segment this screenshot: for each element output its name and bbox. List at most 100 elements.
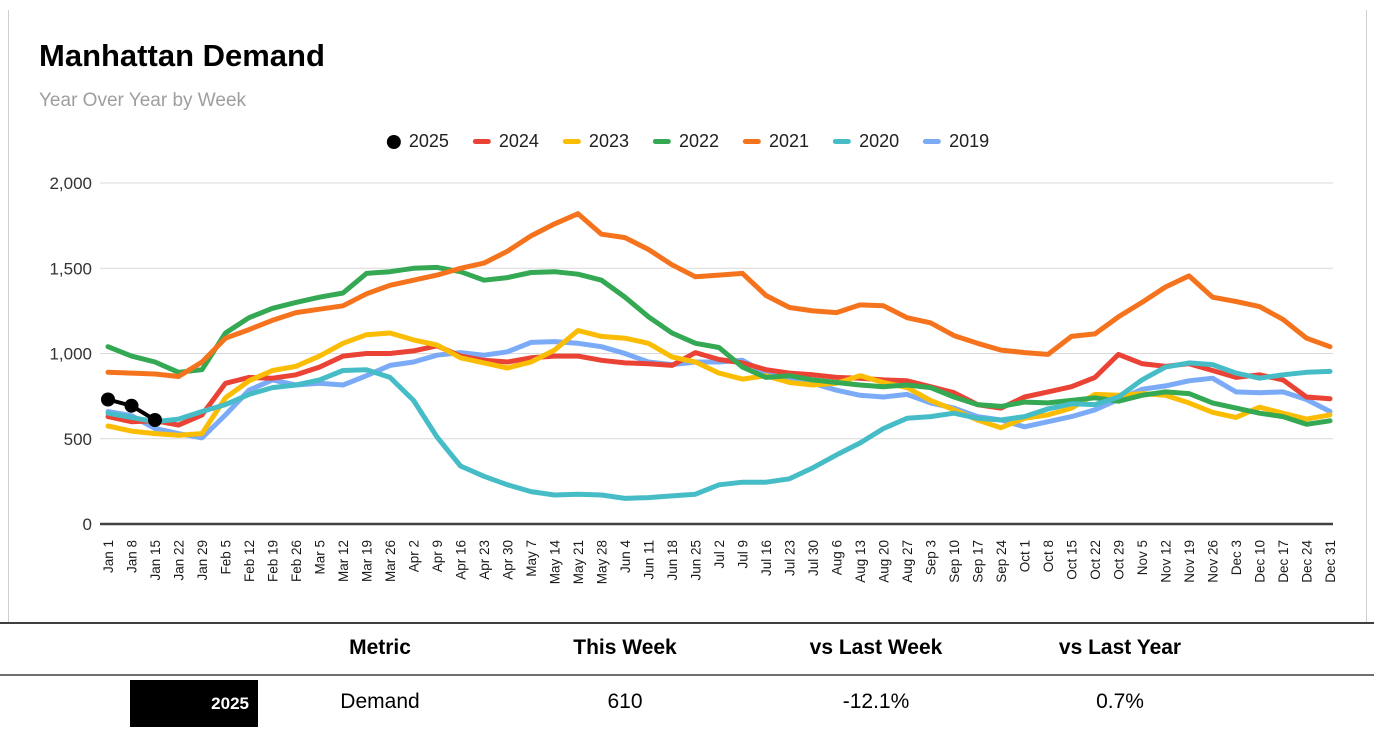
legend-item-2022[interactable]: 2022 [652, 131, 719, 152]
legend-label-2025: 2025 [408, 131, 449, 151]
x-tick-label-aug-20: Aug 20 [877, 540, 892, 583]
x-tick-label-sep-3: Sep 3 [924, 540, 939, 575]
x-tick-label-feb-5: Feb 5 [219, 540, 234, 575]
col-header-this-week: This Week [573, 636, 677, 659]
legend-swatch-2019 [923, 139, 942, 144]
x-tick-label-dec-3: Dec 3 [1229, 540, 1244, 575]
legend-item-2021[interactable]: 2021 [743, 131, 809, 152]
x-tick-label-jul-23: Jul 23 [783, 540, 798, 576]
chart-card: Manhattan Demand Year Over Year by Week … [8, 10, 1367, 622]
x-tick-label-apr-30: Apr 30 [501, 540, 516, 580]
x-tick-label-jan-15: Jan 15 [148, 540, 163, 581]
series-line-2020 [105, 360, 1333, 501]
legend-item-2023[interactable]: 2023 [562, 131, 629, 152]
x-tick-label-sep-10: Sep 10 [947, 540, 962, 583]
legend-swatch-2021 [743, 139, 762, 144]
chart-legend: 2025 2024 2023 2022 2021 2020 2019 [386, 131, 989, 152]
x-tick-label-jan-8: Jan 8 [125, 540, 140, 573]
x-tick-label-feb-19: Feb 19 [266, 540, 281, 582]
x-tick-label-nov-19: Nov 19 [1182, 540, 1197, 583]
chart-subtitle: Year Over Year by Week [39, 90, 247, 111]
cell-vs-last-year: 0.7% [1096, 690, 1144, 713]
legend-label-2021: 2021 [769, 131, 810, 151]
x-tick-label-aug-6: Aug 6 [830, 540, 845, 575]
x-tick-label-jul-9: Jul 9 [736, 540, 751, 569]
x-tick-label-may-28: May 28 [595, 540, 610, 584]
y-tick-label-1000: 1,000 [49, 345, 92, 364]
x-tick-label-oct-1: Oct 1 [1018, 540, 1033, 572]
x-tick-label-oct-29: Oct 29 [1112, 540, 1127, 580]
chart-title: Manhattan Demand [39, 38, 325, 73]
y-tick-label-1500: 1,500 [49, 259, 92, 278]
x-tick-label-mar-19: Mar 19 [360, 540, 375, 582]
x-tick-label-apr-23: Apr 23 [477, 540, 492, 580]
series-line-2024 [105, 343, 1333, 428]
x-tick-label-sep-24: Sep 24 [994, 540, 1009, 583]
col-header-vs-last-week: vs Last Week [809, 636, 943, 659]
legend-label-2023: 2023 [588, 131, 629, 151]
legend-swatch-2025 [386, 134, 401, 149]
x-tick-label-jun-11: Jun 11 [642, 540, 657, 580]
x-tick-label-oct-22: Oct 22 [1088, 540, 1103, 580]
legend-item-2020[interactable]: 2020 [833, 131, 899, 152]
x-tick-label-jun-25: Jun 25 [689, 540, 704, 581]
legend-label-2020: 2020 [859, 131, 900, 151]
x-tick-label-nov-5: Nov 5 [1135, 540, 1150, 575]
x-tick-label-mar-26: Mar 26 [383, 540, 398, 582]
cell-vs-last-week: -12.1% [842, 690, 910, 713]
x-tick-label-jan-22: Jan 22 [172, 540, 187, 581]
x-tick-label-may-14: May 14 [548, 540, 563, 585]
table-top-divider [0, 622, 1374, 624]
legend-swatch-2022 [652, 139, 671, 144]
x-tick-label-may-7: May 7 [524, 540, 539, 577]
x-tick-label-feb-12: Feb 12 [242, 540, 257, 582]
legend-item-2019[interactable]: 2019 [923, 131, 989, 152]
x-tick-label-dec-24: Dec 24 [1300, 540, 1315, 583]
table-header-divider [0, 674, 1374, 676]
x-tick-label-apr-16: Apr 16 [454, 540, 469, 580]
series-line-2022 [105, 264, 1333, 427]
legend-item-2025[interactable]: 2025 [386, 131, 449, 152]
x-tick-label-mar-5: Mar 5 [313, 540, 328, 575]
col-header-vs-last-year: vs Last Year [1058, 636, 1182, 659]
demand-line-chart: 0 500 1,000 1,500 2,000 Jan 1 Jan 8 Jan 15 Jan 2… [49, 174, 1338, 585]
x-tick-label-dec-17: Dec 17 [1276, 540, 1291, 583]
x-tick-label-jul-16: Jul 16 [759, 540, 774, 576]
x-tick-label-oct-15: Oct 15 [1065, 540, 1080, 580]
x-tick-label-apr-2: Apr 2 [407, 540, 422, 572]
y-tick-label-2000: 2,000 [49, 174, 92, 193]
x-tick-label-aug-27: Aug 27 [900, 540, 915, 583]
legend-label-2024: 2024 [498, 131, 539, 151]
legend-swatch-2020 [833, 139, 852, 144]
series-line-2023 [105, 328, 1333, 438]
row-year-label: 2025 [211, 693, 249, 713]
series-point-2025-jan-8 [124, 398, 139, 413]
x-tick-label-jun-4: Jun 4 [618, 540, 633, 574]
legend-item-2024[interactable]: 2024 [472, 131, 539, 152]
row-year-badge: 2025 [130, 680, 258, 727]
y-tick-label-0: 0 [83, 515, 92, 534]
y-tick-label-500: 500 [64, 430, 92, 449]
x-tick-label-apr-9: Apr 9 [430, 540, 445, 572]
x-tick-label-dec-31: Dec 31 [1323, 540, 1338, 583]
series-point-2025-jan-15 [148, 413, 162, 427]
x-tick-label-jul-2: Jul 2 [712, 540, 727, 569]
x-tick-label-nov-12: Nov 12 [1159, 540, 1174, 583]
cell-this-week: 610 [607, 690, 643, 713]
x-tick-label-nov-26: Nov 26 [1206, 540, 1221, 583]
x-tick-label-feb-26: Feb 26 [289, 540, 304, 582]
legend-swatch-2023 [562, 139, 581, 144]
x-tick-label-may-21: May 21 [571, 540, 586, 584]
legend-label-2019: 2019 [949, 131, 990, 151]
x-tick-label-mar-12: Mar 12 [336, 540, 351, 582]
cell-metric: Demand [340, 690, 420, 713]
series-line-2021 [105, 211, 1333, 379]
x-tick-label-jul-30: Jul 30 [806, 540, 821, 576]
series-line-2019 [105, 339, 1333, 441]
x-tick-label-jan-1: Jan 1 [101, 540, 116, 573]
x-tick-label-oct-8: Oct 8 [1041, 540, 1056, 572]
x-tick-label-jan-29: Jan 29 [195, 540, 210, 581]
x-tick-label-jun-18: Jun 18 [665, 540, 680, 581]
x-tick-label-sep-17: Sep 17 [971, 540, 986, 583]
legend-swatch-2024 [472, 139, 491, 144]
